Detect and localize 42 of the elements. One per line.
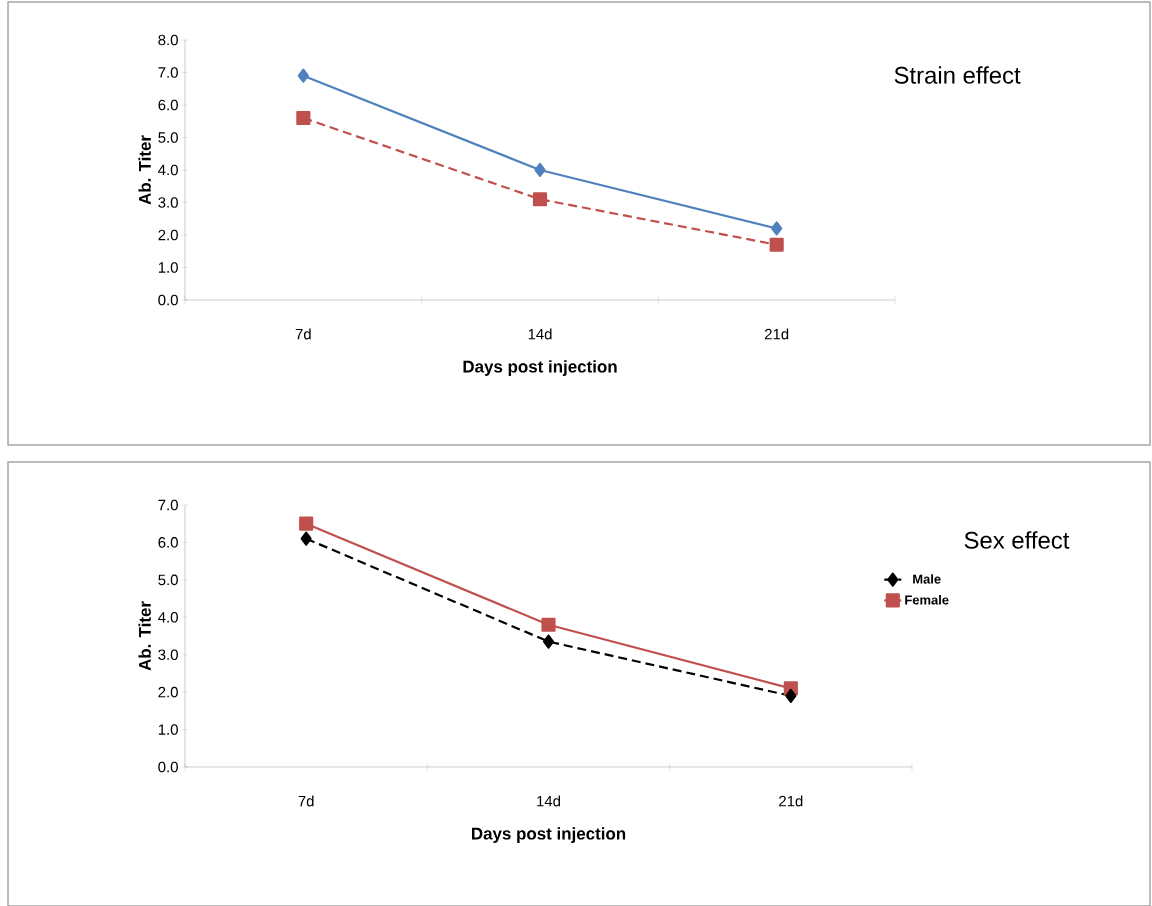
- legend-label: Male: [913, 574, 941, 584]
- x-tick-label: 7d: [295, 328, 311, 340]
- point: [297, 68, 309, 83]
- y-axis-title: Ab. Titer: [138, 135, 151, 205]
- point: [300, 531, 312, 546]
- y-tick-label: 8.0: [158, 34, 178, 46]
- y-axis-title: Ab. Titer: [138, 601, 151, 671]
- y-tick-label: 0.0: [158, 761, 178, 773]
- y-tick-label: 6.0: [158, 99, 178, 111]
- x-axis-title: Days post injection: [472, 827, 626, 843]
- y-tick-label: 2.0: [158, 229, 178, 241]
- x-axis-title: Days post injection: [463, 360, 617, 376]
- point: [296, 110, 311, 126]
- y-tick-label: 7.0: [158, 67, 178, 78]
- x-tick-label: 7d: [298, 795, 314, 807]
- legend-label: Female: [905, 595, 949, 605]
- y-tick-label: 4.0: [158, 611, 178, 623]
- point: [534, 162, 546, 178]
- x-tick-label: 14d: [528, 328, 552, 340]
- x-tick-label: 21d: [779, 795, 803, 807]
- y-tick-label: 1.0: [158, 724, 178, 735]
- point: [532, 192, 548, 207]
- y-tick-label: 6.0: [158, 537, 178, 548]
- y-tick-label: 0.0: [158, 294, 178, 306]
- y-tick-label: 4.0: [158, 164, 178, 176]
- point: [541, 617, 556, 632]
- point: [299, 516, 314, 531]
- y-tick-label: 3.0: [158, 649, 178, 660]
- point: [542, 634, 555, 649]
- y-tick-label: 1.0: [158, 262, 178, 273]
- y-tick-label: 7.0: [158, 499, 178, 511]
- y-tick-label: 2.0: [158, 686, 178, 698]
- point: [785, 688, 797, 703]
- x-tick-label: 14d: [537, 795, 561, 807]
- y-tick-label: 5.0: [158, 132, 178, 143]
- legend-title: Strain effect: [894, 66, 1021, 84]
- point: [771, 221, 783, 236]
- legend-title: Sex effect: [964, 531, 1070, 549]
- point: [769, 237, 784, 252]
- x-tick-label: 21d: [764, 328, 789, 340]
- y-tick-label: 3.0: [158, 197, 178, 208]
- y-tick-label: 5.0: [158, 574, 178, 586]
